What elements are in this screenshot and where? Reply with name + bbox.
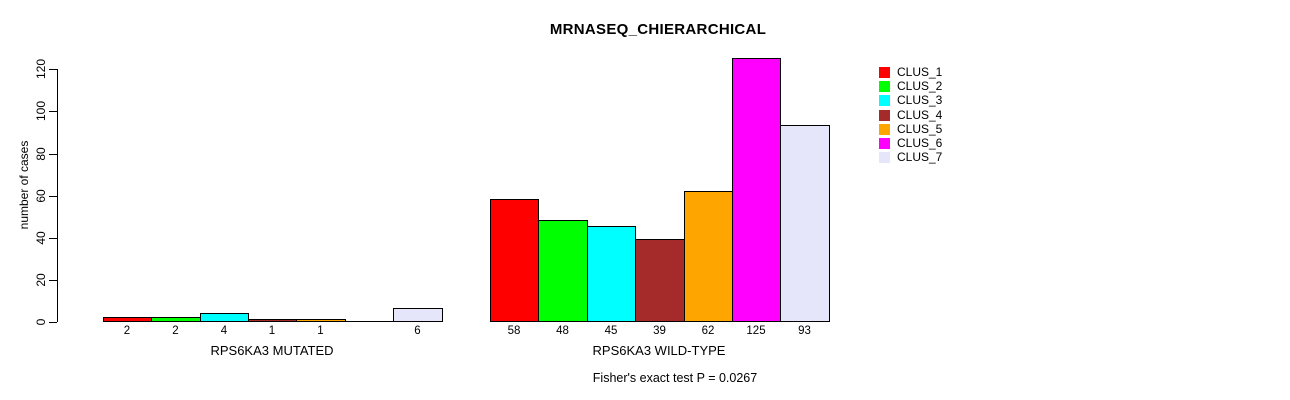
annotation-fisher-test: Fisher's exact test P = 0.0267 <box>592 371 758 385</box>
y-tick-label: 40 <box>34 231 48 245</box>
y-tick-label: 20 <box>34 273 48 287</box>
legend-item-clus_2: CLUS_2 <box>879 79 942 93</box>
legend-label: CLUS_1 <box>897 65 943 79</box>
legend-label: CLUS_3 <box>897 93 943 107</box>
bar-clus_1 <box>103 317 152 322</box>
bar-value-label: 125 <box>746 325 766 337</box>
legend-swatch-icon <box>879 137 890 149</box>
bar-value-label: 1 <box>268 325 276 337</box>
legend-swatch-icon <box>879 151 890 163</box>
bar-clus_1 <box>490 199 539 322</box>
bar-value-label: 1 <box>317 325 324 337</box>
bar-value-label: 6 <box>414 325 421 337</box>
bar-clus_5 <box>296 319 346 322</box>
y-tick-mark <box>49 154 57 155</box>
bar-clus_7 <box>393 308 443 322</box>
bar-clus_3 <box>200 313 249 322</box>
bar-value-label: 93 <box>798 325 811 337</box>
y-tick-mark <box>49 111 57 112</box>
legend-swatch-icon <box>879 109 890 121</box>
y-tick-label: 100 <box>34 100 48 122</box>
legend-label: CLUS_6 <box>897 136 943 150</box>
bar-value-label: 58 <box>507 325 521 337</box>
bar-value-label: 4 <box>220 325 228 337</box>
legend-item-clus_1: CLUS_1 <box>879 65 942 79</box>
legend-label: CLUS_7 <box>897 150 943 164</box>
bar-clus_6 <box>732 58 781 322</box>
group-axis-label: RPS6KA3 MUTATED <box>210 343 334 358</box>
legend-label: CLUS_2 <box>897 79 943 93</box>
y-tick-label: 60 <box>34 189 48 203</box>
y-tick-label: 0 <box>34 318 48 326</box>
y-tick-mark <box>49 322 57 323</box>
y-tick-mark <box>49 196 57 197</box>
legend-item-clus_6: CLUS_6 <box>879 136 942 150</box>
bar-clus_3 <box>587 226 636 322</box>
legend-swatch-icon <box>879 94 890 106</box>
legend-item-clus_5: CLUS_5 <box>879 122 942 136</box>
legend-swatch-icon <box>879 123 890 135</box>
legend-label: CLUS_5 <box>897 122 943 136</box>
y-tick-mark <box>49 69 57 70</box>
legend-item-clus_3: CLUS_3 <box>879 93 942 107</box>
bar-value-label: 2 <box>123 325 131 337</box>
y-tick-mark <box>49 238 57 239</box>
bar-clus_2 <box>538 220 588 322</box>
y-axis-label: number of cases <box>17 140 31 230</box>
legend-swatch-icon <box>879 80 890 92</box>
chart-title: MRNASEQ_CHIERARCHICAL <box>549 21 767 38</box>
group-axis-label: RPS6KA3 WILD-TYPE <box>592 343 726 358</box>
bar-value-label: 2 <box>172 325 179 337</box>
y-tick-label: 120 <box>34 58 48 80</box>
legend-swatch-icon <box>879 66 890 78</box>
bar-value-label: 45 <box>604 325 618 337</box>
bar-clus_2 <box>151 317 201 322</box>
legend-label: CLUS_4 <box>897 108 943 122</box>
y-tick-mark <box>49 280 57 281</box>
bar-value-label: 48 <box>556 325 569 337</box>
bar-value-label: 39 <box>653 325 666 337</box>
bar-clus_5 <box>684 191 733 322</box>
bar-clus_4 <box>635 239 685 322</box>
y-tick-label: 80 <box>34 147 48 161</box>
bar-value-label: 62 <box>701 325 715 337</box>
bar-clus_7 <box>780 125 830 322</box>
y-axis-line <box>57 69 58 322</box>
legend-item-clus_7: CLUS_7 <box>879 150 942 164</box>
legend-item-clus_4: CLUS_4 <box>879 108 942 122</box>
bar-clus_4 <box>248 319 297 322</box>
